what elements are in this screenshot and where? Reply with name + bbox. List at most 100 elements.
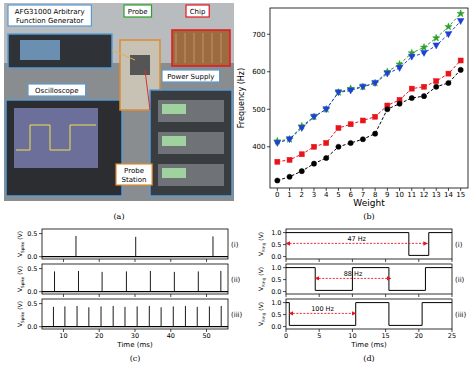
y-tick-label: 0.0	[271, 253, 281, 261]
y-tick	[283, 256, 286, 257]
spike	[185, 306, 186, 327]
marker	[347, 88, 354, 94]
y-label-subscript: Spike	[20, 311, 25, 323]
spike	[174, 272, 175, 292]
y-tick-label: 0.0	[27, 253, 37, 261]
baseline	[42, 291, 228, 292]
x-tick-label: 13	[432, 191, 441, 199]
marker	[373, 131, 378, 136]
power-supply	[150, 90, 232, 196]
marker	[360, 137, 365, 142]
y-tick	[283, 291, 286, 292]
spike	[198, 271, 199, 291]
y-tick-label: 0.0	[271, 323, 281, 331]
marker	[434, 79, 439, 84]
y-label: VSpike (V)	[16, 231, 25, 257]
x-tick-label: 9	[385, 191, 389, 199]
series-line	[286, 233, 452, 256]
marker	[335, 90, 342, 96]
x-tick	[319, 294, 320, 297]
spike	[64, 306, 65, 326]
oscilloscope-screen	[14, 108, 98, 168]
x-tick	[286, 259, 287, 262]
subplot-label: (iii)	[231, 311, 243, 319]
probe-stage	[130, 55, 150, 75]
marker	[445, 32, 452, 38]
spike	[135, 237, 136, 257]
x-tick	[352, 259, 353, 262]
supply-unit	[158, 100, 224, 122]
y-tick-label: 0.5	[271, 241, 281, 249]
baseline	[42, 256, 228, 257]
spike	[102, 272, 103, 292]
figure: AFG31000 ArbitraryFunction GeneratorProb…	[0, 0, 474, 366]
marker	[360, 84, 367, 90]
marker	[422, 84, 427, 89]
x-tick-label: 3	[312, 191, 316, 199]
marker	[275, 159, 280, 164]
x-tick	[99, 294, 100, 297]
marker	[373, 114, 378, 119]
plot-area	[286, 233, 452, 256]
subplot-label: (iii)	[455, 311, 467, 319]
spike	[149, 306, 150, 327]
marker	[396, 65, 403, 71]
x-tick-label: 15	[456, 191, 465, 199]
label-box	[28, 84, 86, 96]
y-label-subscript: Ring	[261, 242, 266, 252]
y-tick	[283, 244, 286, 245]
frame	[286, 229, 452, 259]
y-tick-label: 0.5	[27, 300, 37, 308]
x-tick-label: 40	[167, 332, 175, 340]
y-tick-label: 0.5	[27, 265, 37, 273]
photo-label: Power Supply	[167, 73, 214, 81]
x-tick-label: 4	[324, 191, 329, 199]
x-tick	[206, 294, 207, 297]
spike	[75, 236, 76, 257]
spike	[126, 271, 127, 291]
marker	[446, 71, 451, 76]
marker	[359, 83, 366, 90]
chart: 10203040500.00.5VSpike (V)Time (ms)(iii)…	[16, 299, 243, 363]
series-line	[277, 61, 460, 162]
marker	[275, 178, 280, 183]
chart: 05101520250.00.51.0100 HzVRing (V)Time (…	[257, 299, 467, 363]
y-label-subscript: Ring	[261, 312, 266, 322]
label-box	[124, 5, 152, 17]
series-line	[277, 21, 460, 143]
y-tick	[39, 233, 42, 234]
chip-pad	[185, 33, 186, 63]
marker	[409, 95, 414, 100]
x-tick	[418, 259, 419, 262]
x-tick-label: 11	[407, 191, 416, 199]
y-tick-label: 0.0	[27, 288, 37, 296]
function-generator	[8, 34, 112, 68]
x-tick-label: 50	[202, 332, 210, 340]
subplot-label: (ii)	[455, 276, 465, 284]
marker	[408, 54, 415, 60]
x-tick	[170, 259, 171, 262]
marker	[421, 94, 426, 99]
marker	[458, 67, 463, 72]
spike	[54, 271, 55, 291]
y-tick-label: 0.5	[27, 230, 37, 238]
supply-display	[162, 104, 186, 114]
supply-unit	[158, 164, 224, 186]
y-tick	[267, 109, 270, 110]
photo-label: Function Generator	[16, 17, 84, 25]
y-tick-label: 500	[252, 106, 265, 114]
y-label: VRing (V)	[257, 302, 266, 326]
subplot-label: (ii)	[231, 276, 241, 284]
y-tick-label: 700	[252, 31, 265, 39]
x-tick	[135, 294, 136, 297]
marker	[421, 50, 428, 56]
x-tick-label: 12	[420, 191, 429, 199]
marker	[312, 144, 317, 149]
series-line	[286, 303, 452, 326]
marker	[336, 126, 341, 131]
marker	[324, 141, 329, 146]
caption: (c)	[130, 354, 141, 363]
x-tick-label: 20	[415, 332, 423, 340]
photo-label: Chip	[190, 8, 206, 16]
plot-area	[286, 303, 452, 326]
